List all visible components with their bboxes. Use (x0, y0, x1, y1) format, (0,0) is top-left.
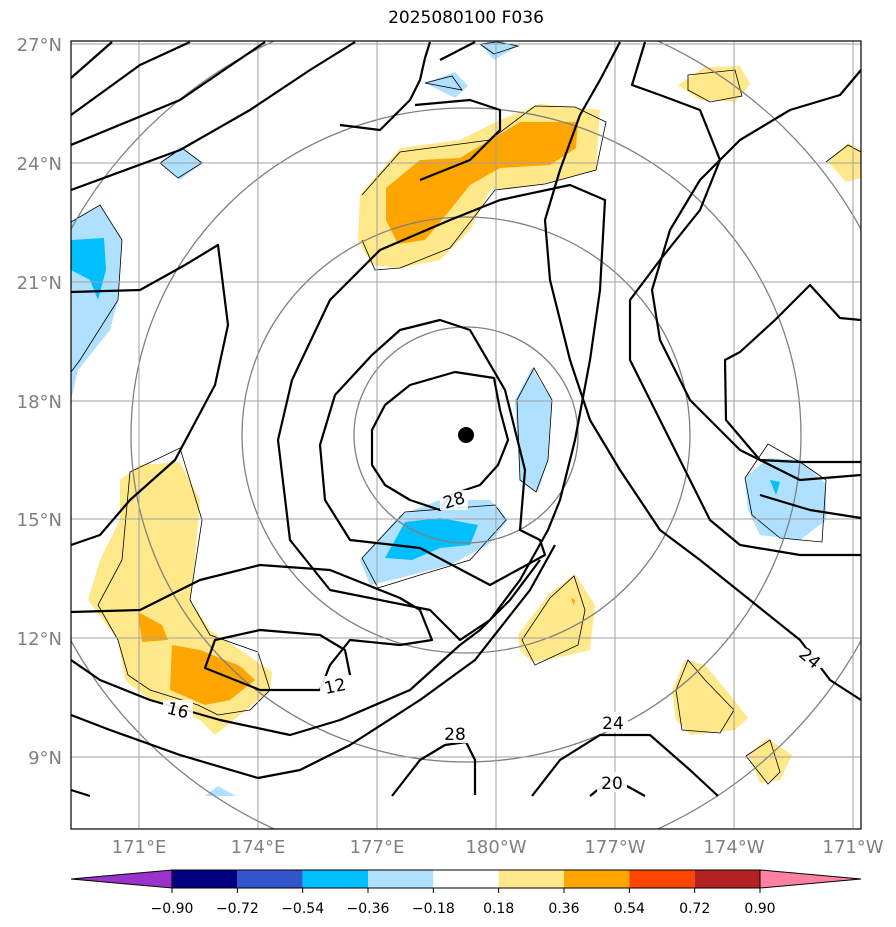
contour-sw-tick (71, 788, 91, 798)
lat-label: 24°N (17, 154, 62, 175)
shade-yellow-se (672, 660, 748, 735)
colorbar-tick-label: −0.72 (216, 901, 259, 917)
colorbar-tick-label: 0.90 (744, 901, 775, 917)
shade-blue-bottom (205, 786, 236, 796)
contour-12 (71, 563, 434, 692)
lon-axis: 171°E 174°E 177°E 180°W 177°W 174°W 171°… (112, 837, 884, 858)
contour-east-2 (650, 69, 861, 482)
contour-label: 12 (323, 675, 348, 699)
lat-label: 21°N (17, 273, 62, 294)
storm-center-marker (458, 427, 474, 443)
colorbar-extend-low (70, 869, 173, 889)
contour-24-south (531, 733, 719, 797)
lon-label: 180°W (465, 837, 526, 858)
shade-yellow-ne (678, 66, 750, 102)
shade-orange-sw1 (138, 612, 168, 642)
colorbar-extend-high (759, 869, 862, 889)
colorbar-segment (498, 870, 564, 888)
colorbar-segment (172, 870, 238, 888)
lat-label: 27°N (17, 35, 62, 56)
colorbar-tick-label: −0.54 (281, 901, 324, 917)
lon-label: 177°W (584, 837, 645, 858)
colorbar: −0.90 −0.72 −0.54 −0.36 −0.18 0.18 0.36 0.54 0.7… (70, 869, 862, 917)
lon-label: 177°E (350, 837, 405, 858)
contour-nw-3 (71, 41, 266, 147)
shade-orange-north (386, 122, 578, 244)
shade-blue-top (480, 41, 518, 60)
map-title: 2025080100 F036 (388, 8, 544, 28)
lat-axis: 27°N 24°N 21°N 18°N 15°N 12°N 9°N (17, 35, 62, 769)
colorbar-tick-label: 0.36 (548, 901, 579, 917)
contour-top-2 (439, 41, 476, 61)
contour-top-3 (414, 98, 502, 182)
contour-nw-1 (71, 41, 113, 79)
shade-blue-center (515, 368, 552, 492)
shade-orange-sc (571, 598, 575, 606)
colorbar-segment (694, 870, 760, 888)
lon-label: 174°W (703, 837, 764, 858)
shade-cyan-east (770, 480, 780, 495)
map-content: 28 24 12 16 28 24 20 (71, 41, 861, 829)
contour-label: 28 (444, 725, 466, 745)
contour-west-a (71, 243, 230, 547)
colorbar-segment (237, 870, 303, 888)
contour-nw-4 (71, 41, 356, 192)
contour-south-a (71, 544, 556, 780)
shade-orange-sw2 (170, 645, 255, 705)
map-frame (70, 40, 862, 830)
contour-east-1 (628, 41, 861, 557)
contour-ring-2 (276, 183, 607, 642)
lat-label: 9°N (28, 748, 62, 769)
colorbar-tick-label: −0.18 (412, 901, 455, 917)
contour-label: 20 (601, 774, 623, 794)
lat-label: 15°N (17, 510, 62, 531)
shade-cyan-west (71, 238, 106, 300)
colorbar-tick-label: 0.72 (679, 901, 710, 917)
colorbar-segment (629, 870, 695, 888)
lon-label: 174°E (231, 837, 286, 858)
lat-label: 18°N (17, 392, 62, 413)
shade-cyan-south (385, 518, 478, 560)
range-rings (71, 41, 861, 829)
colorbar-tick-label: −0.36 (347, 901, 390, 917)
shade-yellow-se2 (748, 738, 792, 783)
lat-label: 12°N (17, 629, 62, 650)
lon-label: 171°E (112, 837, 167, 858)
contour-east-3 (723, 283, 861, 464)
colorbar-border (171, 869, 761, 889)
contour-top-1 (339, 41, 432, 132)
contour-label: 24 (602, 714, 624, 734)
colorbar-segment (368, 870, 434, 888)
colorbar-tick-label: 0.54 (614, 901, 645, 917)
graticule (71, 41, 861, 829)
contour-east-4 (759, 493, 861, 520)
lon-label: 171°W (822, 837, 883, 858)
shade-yellow-sc (518, 574, 595, 662)
contour-28-south (391, 740, 477, 797)
contour-nw-2 (71, 41, 191, 116)
colorbar-segment (564, 870, 630, 888)
shade-blue-top2 (425, 72, 468, 98)
colorbar-segment (302, 870, 368, 888)
colorbar-tick-label: 0.18 (483, 901, 514, 917)
colorbar-tick-label: −0.90 (151, 901, 194, 917)
contour-28 (318, 318, 547, 587)
colorbar-segment (433, 870, 499, 888)
contour-16 (71, 559, 541, 737)
contour-24-east (543, 41, 861, 701)
